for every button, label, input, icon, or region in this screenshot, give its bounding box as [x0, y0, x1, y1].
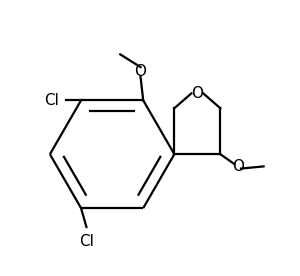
Text: Cl: Cl: [79, 234, 94, 249]
Text: O: O: [232, 159, 244, 174]
Text: O: O: [134, 65, 146, 79]
Text: Cl: Cl: [44, 93, 59, 108]
Text: O: O: [191, 86, 203, 101]
